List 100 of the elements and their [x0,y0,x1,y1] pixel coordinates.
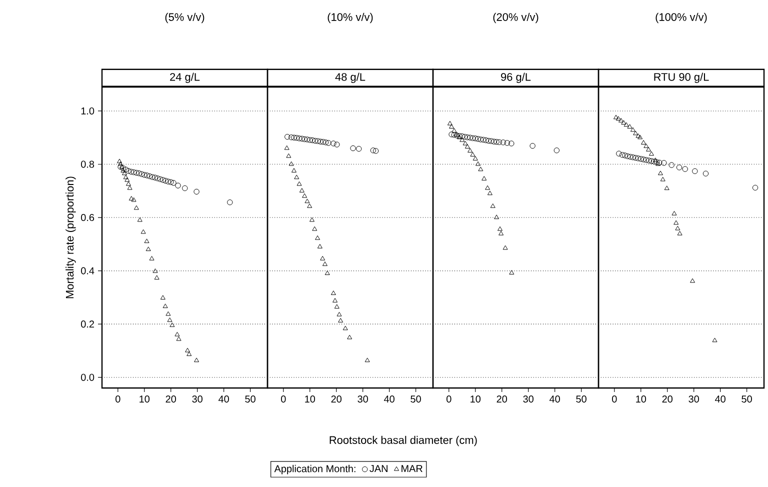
y-tick-label: 0.6 [81,214,94,222]
point [194,188,200,195]
point [467,134,473,140]
chart-subtitle: (10% v/v) [328,12,373,24]
point [447,120,452,126]
point [624,122,629,127]
point [227,199,233,206]
point [149,174,156,180]
point [142,172,148,178]
point [296,136,302,142]
point [454,132,460,138]
point [616,116,621,121]
point [616,150,622,156]
point [660,176,666,182]
point [674,220,679,225]
point [165,178,172,184]
chart-title: 96 g/L [501,72,531,83]
point [500,140,506,146]
x-tick-label: 10 [470,396,481,403]
legend-label: MAR [402,465,422,472]
x-tick-label: 30 [523,396,534,403]
point [619,152,626,158]
point [490,203,496,208]
point [508,140,514,146]
point [676,164,682,170]
x-tick-label: 40 [550,396,560,403]
point [116,158,122,164]
point [635,156,642,162]
point [638,156,644,162]
point [312,226,318,231]
x-tick-label: 10 [140,396,150,403]
point [475,136,481,142]
point [174,332,180,336]
point [372,148,379,154]
y-axis-title: Mortality rate (proportion) [66,176,76,298]
point [320,139,326,145]
point [496,139,502,145]
x-axis-title: Rootstock basal diameter (cm) [330,436,477,446]
point [498,226,502,231]
point [149,256,154,260]
point [170,180,176,186]
point [284,145,290,150]
point [498,230,504,236]
x-tick-label: 0 [281,396,286,403]
point [182,185,188,192]
point [364,358,370,362]
point [451,132,458,138]
point [702,170,709,176]
point [324,270,330,276]
point [636,133,641,138]
point [627,154,634,160]
point [134,205,139,210]
point [464,144,470,148]
point [137,217,142,222]
point [483,137,489,144]
point [288,134,294,140]
point [294,135,300,141]
point [675,226,680,230]
point [322,140,329,146]
point [613,114,618,120]
x-tick-label: 20 [166,396,176,403]
point [144,238,150,244]
point [648,151,654,156]
point [144,172,150,178]
point [168,179,174,185]
chart-title: 48 g/L [335,72,366,83]
point [123,174,128,180]
point [627,124,632,128]
point [154,275,160,280]
point [677,230,682,236]
point [661,160,667,166]
x-tick-label: 30 [358,396,368,403]
point [294,174,300,180]
point [347,334,352,340]
point [124,177,130,182]
point [317,244,322,248]
point [162,304,168,308]
legend-label: JAN [370,465,388,472]
point [162,178,168,184]
point [138,171,145,177]
point [646,147,652,152]
point [494,214,500,220]
point [134,170,140,176]
y-tick-label: 0.4 [81,267,94,274]
point [487,190,492,196]
point [468,148,473,152]
point [651,158,657,164]
point [485,185,490,190]
point [334,304,340,309]
point [342,326,348,330]
x-tick-label: 20 [662,396,673,403]
point [452,128,457,132]
point [672,210,677,216]
point [334,142,340,148]
x-tick-label: 50 [576,396,586,403]
point [194,358,200,362]
point [644,144,649,148]
point [307,203,312,208]
point [170,322,175,327]
point [126,181,131,186]
